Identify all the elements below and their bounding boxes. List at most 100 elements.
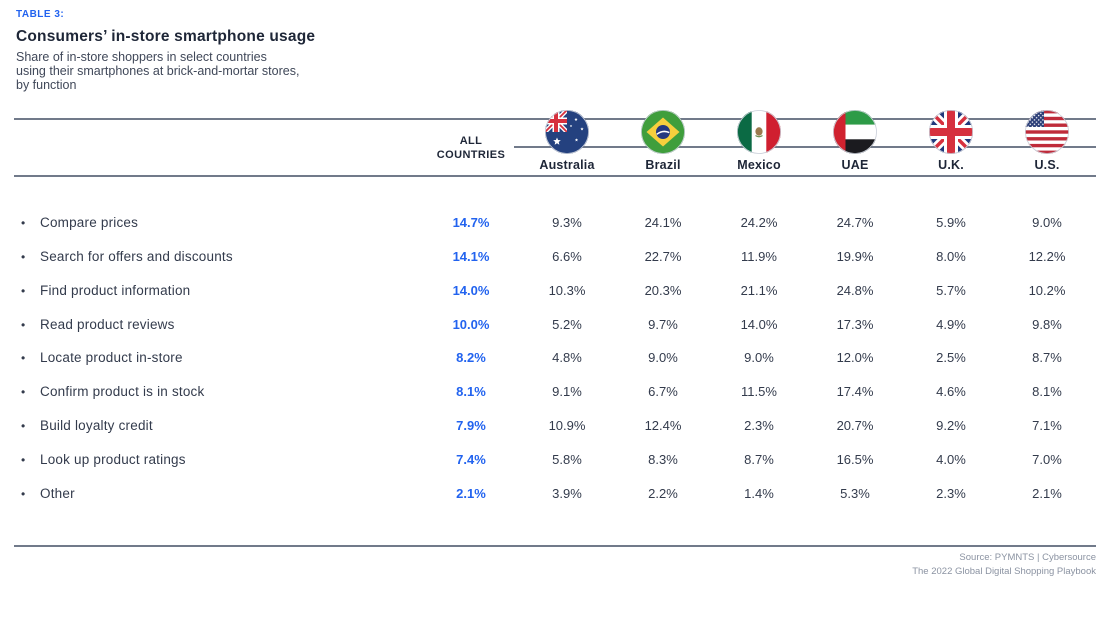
cell-all-countries: 14.0%: [452, 283, 490, 298]
table-row: • Read product reviews 10.0% 5.2% 9.7% 1…: [0, 308, 1111, 342]
cell-uae: 17.4%: [836, 384, 874, 399]
cell-uae: 20.7%: [836, 418, 874, 433]
row-label: Look up product ratings: [40, 452, 186, 467]
cell-us: 2.1%: [1032, 486, 1062, 501]
cell-australia: 6.6%: [552, 249, 582, 264]
cell-mexico: 24.2%: [740, 215, 778, 230]
cell-brazil: 6.7%: [648, 384, 678, 399]
cell-australia: 9.3%: [552, 215, 582, 230]
bullet-icon: •: [21, 419, 26, 433]
table-row: • Other 2.1% 3.9% 2.2% 1.4% 5.3% 2.3% 2.…: [0, 477, 1111, 511]
cell-mexico: 2.3%: [744, 418, 774, 433]
cell-mexico: 8.7%: [744, 452, 774, 467]
us-flag-icon: [1025, 110, 1069, 154]
cell-brazil: 24.1%: [644, 215, 682, 230]
mexico-flag-icon: [737, 110, 781, 154]
row-label: Locate product in-store: [40, 350, 183, 365]
bullet-icon: •: [21, 487, 26, 501]
cell-mexico: 1.4%: [744, 486, 774, 501]
row-label: Other: [40, 486, 75, 501]
cell-mexico: 11.5%: [741, 384, 777, 399]
cell-uae: 19.9%: [836, 249, 874, 264]
cell-mexico: 21.1%: [740, 283, 778, 298]
cell-australia: 5.2%: [552, 317, 582, 332]
cell-us: 8.7%: [1032, 350, 1062, 365]
column-header-uae: UAE: [841, 158, 869, 172]
cell-mexico: 9.0%: [744, 350, 774, 365]
column-header-us: U.S.: [1034, 158, 1060, 172]
table-row: • Find product information 14.0% 10.3% 2…: [0, 274, 1111, 308]
cell-uae: 12.0%: [836, 350, 874, 365]
cell-uae: 16.5%: [836, 452, 874, 467]
cell-uk: 8.0%: [936, 249, 966, 264]
cell-australia: 4.8%: [552, 350, 582, 365]
source-line: The 2022 Global Digital Shopping Playboo…: [912, 565, 1096, 577]
cell-uk: 2.5%: [936, 350, 966, 365]
column-header-brazil: Brazil: [645, 158, 681, 172]
cell-uk: 2.3%: [936, 486, 966, 501]
row-label: Build loyalty credit: [40, 418, 153, 433]
cell-brazil: 20.3%: [644, 283, 682, 298]
uae-flag-icon: [833, 110, 877, 154]
bullet-icon: •: [21, 351, 26, 365]
column-header-australia: Australia: [539, 158, 595, 172]
cell-brazil: 22.7%: [644, 249, 682, 264]
cell-all-countries: 14.7%: [452, 215, 490, 230]
cell-brazil: 12.4%: [644, 418, 682, 433]
figure-title: Consumers’ in-store smartphone usage: [16, 28, 316, 45]
figure-subtitle: Share of in-store shoppers in select cou…: [16, 50, 315, 92]
cell-uk: 5.7%: [936, 283, 966, 298]
subtitle-line: using their smartphones at brick-and-mor…: [16, 64, 300, 78]
subtitle-line: by function: [16, 78, 77, 92]
cell-uae: 24.8%: [836, 283, 874, 298]
bullet-icon: •: [21, 284, 26, 298]
cell-us: 10.2%: [1028, 283, 1066, 298]
bullet-icon: •: [21, 216, 26, 230]
column-header-mexico: Mexico: [737, 158, 781, 172]
row-label: Read product reviews: [40, 317, 175, 332]
cell-all-countries: 10.0%: [452, 317, 490, 332]
uk-flag-icon: [929, 110, 973, 154]
bullet-icon: •: [21, 318, 26, 332]
column-header-uk: U.K.: [938, 158, 964, 172]
cell-all-countries: 7.4%: [456, 452, 486, 467]
cell-uae: 17.3%: [836, 317, 874, 332]
cell-us: 9.0%: [1032, 215, 1062, 230]
bullet-icon: •: [21, 453, 26, 467]
divider-line-header-bottom: [14, 175, 1096, 177]
cell-all-countries: 2.1%: [456, 486, 486, 501]
figure-header: TABLE 3: Consumers’ in-store smartphone …: [16, 9, 315, 92]
cell-brazil: 8.3%: [648, 452, 678, 467]
source-line: Source: PYMNTS | Cybersource: [959, 552, 1096, 563]
cell-mexico: 11.9%: [741, 249, 777, 264]
cell-australia: 10.9%: [548, 418, 586, 433]
cell-australia: 5.8%: [552, 452, 582, 467]
subtitle-line: Share of in-store shoppers in select cou…: [16, 50, 267, 64]
cell-us: 9.8%: [1032, 317, 1062, 332]
divider-line-middle: [514, 146, 1096, 148]
cell-us: 7.0%: [1032, 452, 1062, 467]
row-label: Confirm product is in stock: [40, 384, 205, 399]
cell-all-countries: 8.1%: [456, 384, 486, 399]
cell-us: 7.1%: [1032, 418, 1062, 433]
cell-uae: 24.7%: [836, 215, 874, 230]
row-label: Search for offers and discounts: [40, 249, 233, 264]
cell-mexico: 14.0%: [740, 317, 778, 332]
australia-flag-icon: [545, 110, 589, 154]
table-row: • Look up product ratings 7.4% 5.8% 8.3%…: [0, 443, 1111, 477]
row-label: Compare prices: [40, 215, 139, 230]
table-row: • Compare prices 14.7% 9.3% 24.1% 24.2% …: [0, 206, 1111, 240]
cell-australia: 10.3%: [548, 283, 586, 298]
table-row: • Search for offers and discounts 14.1% …: [0, 240, 1111, 274]
cell-uae: 5.3%: [840, 486, 870, 501]
cell-brazil: 9.7%: [648, 317, 678, 332]
cell-brazil: 9.0%: [648, 350, 678, 365]
cell-uk: 9.2%: [936, 418, 966, 433]
cell-us: 8.1%: [1032, 384, 1062, 399]
column-header-all-countries: ALL COUNTRIES: [436, 135, 506, 161]
source-attribution: Source: PYMNTS | Cybersource The 2022 Gl…: [912, 551, 1096, 578]
cell-uk: 4.9%: [936, 317, 966, 332]
table-row: • Confirm product is in stock 8.1% 9.1% …: [0, 375, 1111, 409]
table-row: • Locate product in-store 8.2% 4.8% 9.0%…: [0, 341, 1111, 375]
